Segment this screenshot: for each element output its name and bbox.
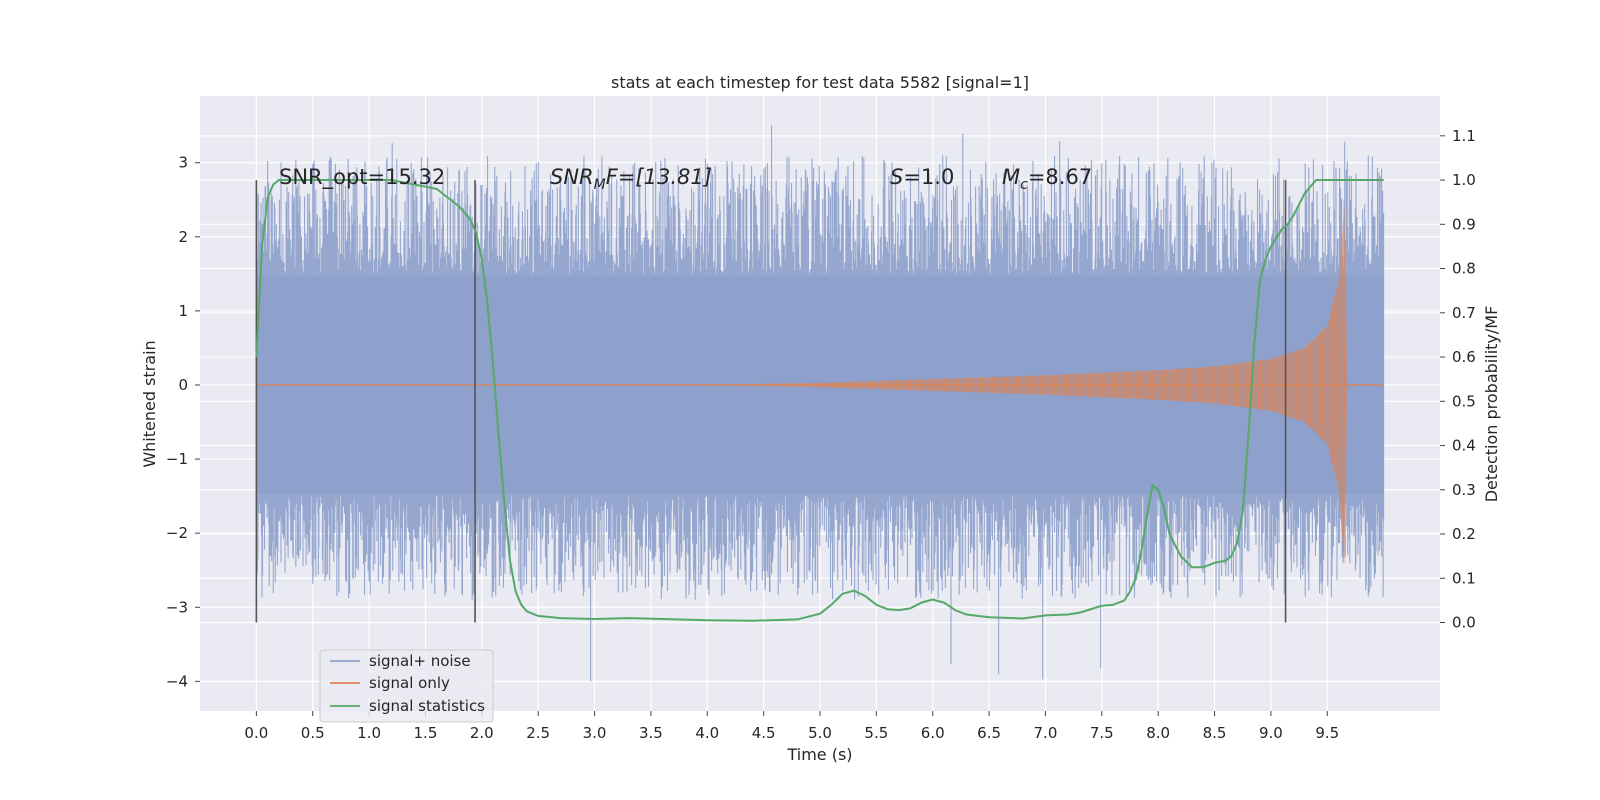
y-tick-labels: 3 2 1 0 −1 −2 −3 −4 — [166, 154, 200, 690]
x-tick-label: 9.5 — [1315, 724, 1339, 742]
y2-tick-label: 0.2 — [1452, 525, 1476, 543]
y2-tick-label: 0.0 — [1452, 614, 1476, 632]
x-tick-label: 8.5 — [1203, 724, 1227, 742]
annotation-snr-mf: SNRMF=[13.81] — [550, 165, 712, 193]
x-axis-label: Time (s) — [786, 745, 852, 764]
y2-tick-label: 0.5 — [1452, 392, 1476, 410]
y2-tick-labels: 1.1 1.0 0.9 0.8 0.7 0.6 0.5 0.4 0.3 0.2 0.1 0.0 — [1440, 127, 1476, 632]
x-tick-label: 8.0 — [1146, 724, 1170, 742]
y2-tick-label: 0.4 — [1452, 437, 1476, 455]
x-tick-label: 1.5 — [414, 724, 438, 742]
x-tick-label: 4.5 — [752, 724, 776, 742]
s-prefix: S — [890, 165, 903, 189]
y-axis-label: Whitened strain — [140, 340, 159, 467]
x-tick-label: 6.0 — [921, 724, 945, 742]
y-tick-label: 3 — [178, 154, 188, 172]
y2-tick-label: 0.3 — [1452, 481, 1476, 499]
y2-tick-label: 0.7 — [1452, 304, 1476, 322]
vertical-lines — [255, 180, 1287, 623]
x-tick-label: 5.0 — [808, 724, 832, 742]
s-suffix: =1.0 — [903, 165, 954, 189]
stats-line — [255, 179, 1384, 622]
x-tick-label: 4.0 — [695, 724, 719, 742]
x-tick-label: 1.0 — [357, 724, 381, 742]
y-tick-label: −3 — [166, 598, 188, 616]
annotation-mc: Mc=8.67 — [1002, 165, 1092, 193]
y2-axis-label: Detection probability/MF — [1482, 306, 1501, 503]
signal-oscillation — [819, 207, 1345, 563]
x-tick-label: 6.5 — [977, 724, 1001, 742]
y-tick-label: 0 — [178, 376, 188, 394]
series-signal-only — [256, 207, 1384, 563]
y-tick-label: 2 — [178, 228, 188, 246]
mc-sub: c — [1020, 177, 1028, 193]
legend-label-signal: signal only — [369, 674, 450, 692]
x-tick-label: 7.0 — [1034, 724, 1058, 742]
y2-tick-label: 0.6 — [1452, 348, 1476, 366]
x-tick-label: 9.0 — [1259, 724, 1283, 742]
x-tick-label: 5.5 — [864, 724, 888, 742]
x-tick-label: 0.5 — [301, 724, 325, 742]
y-tick-label: −2 — [166, 524, 188, 542]
x-tick-labels: 0.0 0.5 1.0 1.5 2.0 2.5 3.0 3.5 4.0 4.5 5.0 5.5 6.0 6… — [244, 711, 1339, 742]
x-tick-label: 3.5 — [639, 724, 663, 742]
x-tick-label: 2.5 — [526, 724, 550, 742]
snr-mf-sub: M — [594, 177, 606, 193]
x-tick-label: 7.5 — [1090, 724, 1114, 742]
mc-prefix: M — [1002, 165, 1020, 189]
y2-tick-label: 0.9 — [1452, 215, 1476, 233]
chart-title: stats at each timestep for test data 558… — [611, 73, 1029, 92]
legend-box — [319, 649, 494, 723]
legend: signal+ noise signal only signal statist… — [319, 649, 494, 723]
series-signal-statistics — [255, 179, 1384, 622]
y-tick-label: −4 — [166, 672, 188, 690]
y2-tick-label: 1.0 — [1452, 171, 1476, 189]
snr-mf-suffix: F=[13.81] — [606, 165, 712, 189]
mc-suffix: =8.67 — [1028, 165, 1092, 189]
y-tick-label: −1 — [166, 450, 188, 468]
snr-mf-prefix: SNR — [550, 165, 594, 189]
legend-label-noise: signal+ noise — [369, 652, 471, 670]
legend-label-stats: signal statistics — [369, 697, 485, 715]
annotation-s: S=1.0 — [890, 165, 954, 189]
annotation-snr-opt: SNR_opt=15.32 — [279, 165, 445, 190]
y2-tick-label: 0.8 — [1452, 260, 1476, 278]
y2-tick-label: 0.1 — [1452, 569, 1476, 587]
y2-tick-label: 1.1 — [1452, 127, 1476, 145]
x-tick-label: 2.0 — [470, 724, 494, 742]
y-tick-label: 1 — [178, 302, 188, 320]
x-tick-label: 0.0 — [244, 724, 268, 742]
x-tick-label: 3.0 — [583, 724, 607, 742]
